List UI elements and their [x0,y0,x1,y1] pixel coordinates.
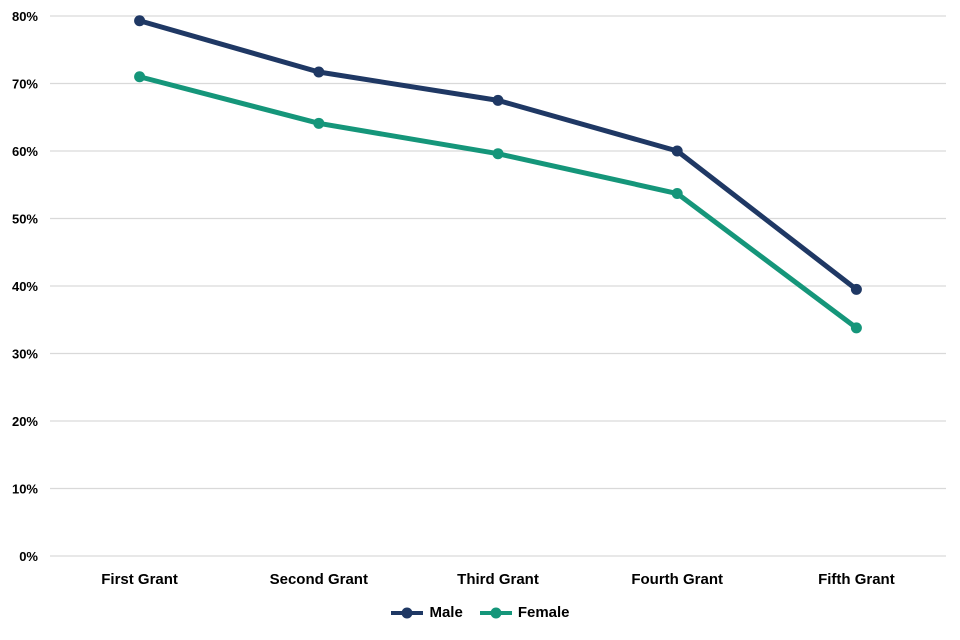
y-axis-tick-label: 70% [12,77,38,92]
x-axis-category-label: Fifth Grant [818,571,895,588]
y-axis-tick-label: 20% [12,414,38,429]
legend-item-female: Female [479,604,570,621]
x-axis-category-label: Fourth Grant [631,571,723,588]
y-axis-tick-label: 50% [12,212,38,227]
data-point-male [850,283,862,295]
legend-line-marker-icon [479,607,512,618]
data-point-female [313,117,325,129]
legend: Male Female [0,604,960,621]
data-point-male [671,145,683,157]
x-axis-category-label: First Grant [101,571,178,588]
y-axis-tick-label: 40% [12,279,38,294]
legend-item-male: Male [390,604,463,621]
data-point-female [671,188,683,200]
legend-line-marker-icon [391,607,424,618]
y-axis-tick-label: 10% [12,482,38,497]
data-point-male [313,66,325,78]
y-axis-tick-label: 30% [12,347,38,362]
data-point-male [492,94,504,106]
data-point-female [850,322,862,334]
legend-label-female: Female [517,604,570,621]
y-axis-tick-label: 0% [19,549,38,564]
plot-area: 0% 10% 20% 30% 40% 50% 60% 70% 80% First Grant Sec… [12,9,946,588]
legend-label-male: Male [429,604,463,621]
x-axis-category-label: Third Grant [457,571,539,588]
data-point-female [134,71,146,83]
data-point-female [492,148,504,160]
x-axis-category-label: Second Grant [270,571,368,588]
series-line-female [137,74,859,331]
y-axis-tick-label: 80% [12,9,38,24]
data-point-male [134,15,146,27]
y-axis-tick-label: 60% [12,144,38,159]
